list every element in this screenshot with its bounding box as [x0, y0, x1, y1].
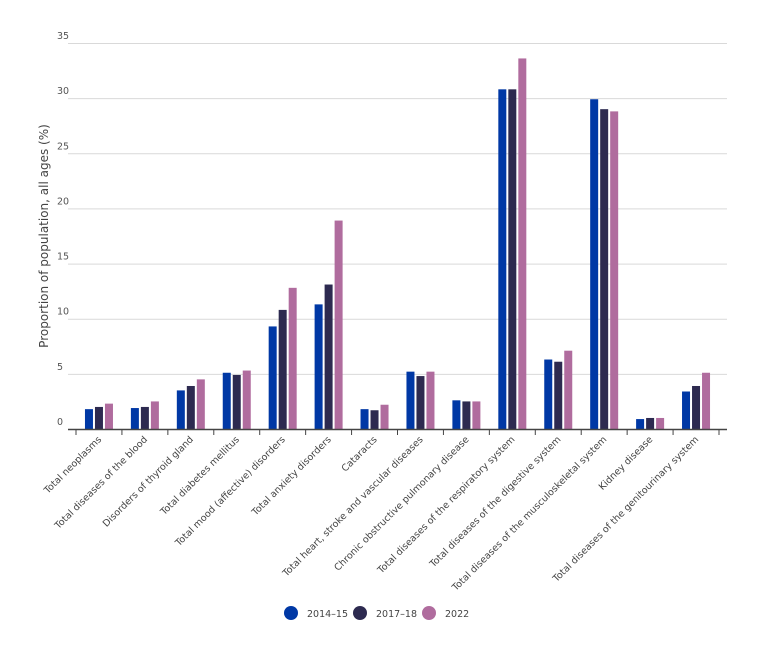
bar-2014-15-8 [452, 400, 461, 429]
legend-label: 2017–18 [376, 609, 417, 620]
legend-swatch-icon [422, 606, 436, 620]
bar-2014-15-13 [682, 391, 691, 429]
bar-2017-18-9 [508, 89, 517, 429]
y-axis-ticks: 0 5 10 15 20 25 30 35 [57, 31, 69, 428]
bar-2022-8 [472, 401, 481, 429]
bar-2017-18-0 [94, 406, 103, 429]
x-tick-label: Total anxiety disorders [249, 434, 333, 518]
legend-label: 2014–15 [307, 609, 348, 620]
legend-item[interactable]: 2017–18 [353, 606, 417, 620]
bar-2022-12 [656, 417, 665, 429]
bar-2014-15-6 [360, 409, 369, 429]
bar-2017-18-8 [462, 401, 471, 429]
bar-2014-15-11 [590, 99, 599, 429]
bar-2014-15-0 [84, 409, 93, 429]
x-tick-label: Total diabetes mellitus [158, 434, 242, 518]
bar-2022-0 [104, 403, 113, 429]
bar-2022-9 [518, 58, 527, 429]
x-tick-label: Disorders of thyroid gland [101, 434, 196, 529]
bar-2017-18-3 [232, 374, 241, 429]
y-tick-label: 5 [57, 362, 63, 373]
y-tick-label: 25 [57, 141, 69, 152]
bar-2022-6 [380, 404, 389, 429]
bar-2017-18-2 [186, 385, 195, 429]
bar-2022-13 [702, 372, 711, 429]
legend-label: 2022 [445, 609, 469, 620]
bar-2014-15-10 [544, 359, 553, 429]
bar-2017-18-12 [646, 417, 655, 429]
y-tick-label: 10 [57, 307, 69, 318]
bar-2014-15-12 [636, 419, 645, 429]
y-tick-label: 0 [57, 417, 63, 428]
bar-2022-4 [288, 287, 297, 429]
bar-2017-18-6 [370, 410, 379, 429]
bar-2017-18-10 [554, 361, 563, 429]
bar-2014-15-5 [314, 304, 323, 429]
y-tick-label: 20 [57, 196, 69, 207]
legend-swatch-icon [284, 606, 298, 620]
x-tick-label: Cataracts [340, 434, 380, 474]
bar-2014-15-4 [268, 326, 277, 429]
bar-2017-18-5 [324, 284, 333, 429]
legend: 2014–15 2017–18 2022 [284, 606, 469, 620]
bar-2014-15-9 [498, 89, 507, 429]
bar-2017-18-13 [692, 385, 701, 429]
bar-2014-15-2 [176, 390, 185, 429]
bar-2022-2 [196, 379, 205, 429]
legend-item[interactable]: 2022 [422, 606, 469, 620]
bar-2022-3 [242, 370, 251, 429]
bar-2014-15-7 [406, 371, 415, 429]
bar-2017-18-7 [416, 376, 425, 429]
y-tick-label: 35 [57, 31, 69, 42]
bar-2017-18-4 [278, 309, 287, 429]
x-tick-label: Total diseases of the blood [52, 434, 150, 532]
gridlines [68, 43, 727, 375]
legend-swatch-icon [353, 606, 367, 620]
bar-2017-18-1 [140, 406, 149, 429]
y-tick-label: 15 [57, 252, 69, 263]
bar-2022-10 [564, 350, 573, 429]
bar-2022-1 [150, 401, 159, 429]
bar-2022-7 [426, 371, 435, 429]
y-tick-label: 30 [57, 86, 69, 97]
bar-2014-15-1 [130, 408, 139, 429]
bar-2014-15-3 [222, 372, 231, 429]
y-axis-title: Proportion of population, all ages (%) [37, 124, 51, 348]
bar-2022-11 [610, 111, 619, 430]
legend-item[interactable]: 2014–15 [284, 606, 348, 620]
bars [84, 58, 711, 430]
bar-2017-18-11 [600, 109, 609, 430]
x-tick-label: Total diseases of the musculoskeletal sy… [450, 434, 610, 594]
bar-2022-5 [334, 220, 343, 429]
